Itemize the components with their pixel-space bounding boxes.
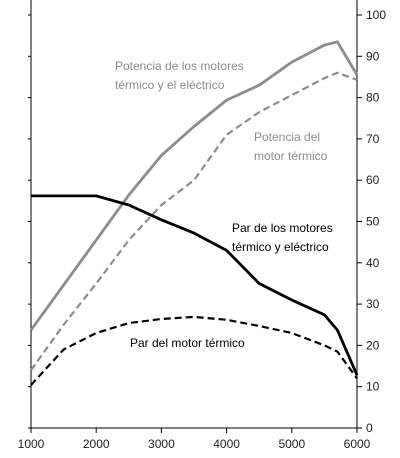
series-label: Potencia del motor térmico <box>254 130 328 163</box>
series-line <box>31 194 359 376</box>
y-tick-label: 70 <box>366 132 380 146</box>
series-label: Par del motor térmico <box>130 336 245 350</box>
y-tick-label: 10 <box>366 380 380 394</box>
series-line <box>30 71 358 371</box>
series-label-line: Par del motor térmico <box>130 336 245 350</box>
y-tick-label: 50 <box>366 215 380 229</box>
series-label-line: Potencia de los motores <box>115 59 244 73</box>
x-tick-label: 2000 <box>83 437 110 451</box>
y-tick-label: 90 <box>366 49 380 63</box>
series-line <box>30 315 358 386</box>
y-tick-label: 20 <box>366 338 380 352</box>
series-label-line: térmico y el eléctrico <box>115 78 225 92</box>
series-label: Par de los motores térmico y eléctrico <box>232 221 333 254</box>
y-tick-label: 40 <box>366 256 380 270</box>
series-label-line: motor térmico <box>254 149 328 163</box>
y-tick-label: 60 <box>366 173 380 187</box>
series-label-line: térmico y eléctrico <box>232 240 329 254</box>
y-tick-label: 0 <box>366 421 373 435</box>
series-label-line: Par de los motores <box>232 221 333 235</box>
x-tick-label: 6000 <box>344 437 371 451</box>
y-tick-label: 30 <box>366 297 380 311</box>
series-label-line: Potencia del <box>254 130 320 144</box>
series-label: Potencia de los motores térmico y el eléc… <box>115 59 244 92</box>
x-tick-label: 4000 <box>213 437 240 451</box>
series-line <box>29 40 359 331</box>
x-tick-label: 3000 <box>148 437 175 451</box>
x-tick-label: 5000 <box>278 437 305 451</box>
y-tick-label: 100 <box>366 8 386 22</box>
x-tick-label: 1000 <box>18 437 45 451</box>
y-tick-label: 80 <box>366 91 380 105</box>
